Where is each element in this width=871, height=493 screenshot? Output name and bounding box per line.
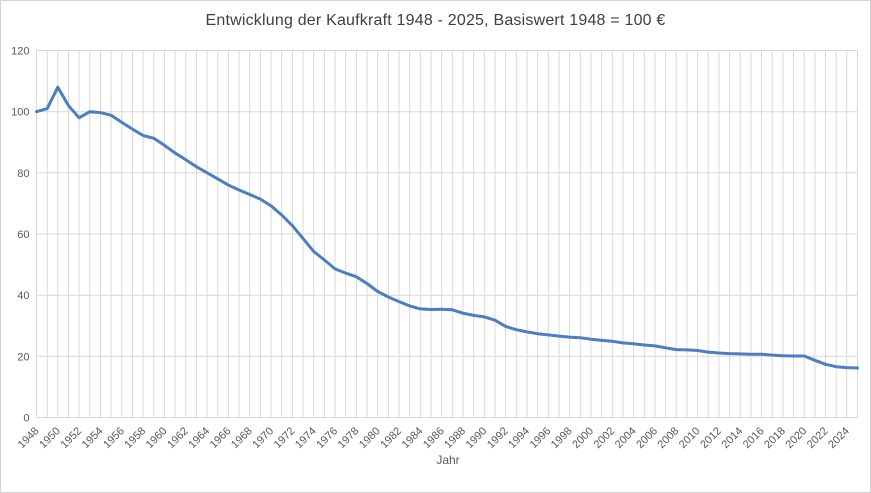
chart-title: Entwicklung der Kaufkraft 1948 - 2025, B… [205, 12, 666, 29]
x-tick-label: 2016 [741, 425, 767, 451]
x-tick-label: 1962 [165, 425, 191, 451]
x-tick-label: 1964 [186, 425, 212, 451]
x-tick-label: 1958 [122, 425, 148, 451]
x-tick-label: 1994 [506, 425, 532, 451]
x-tick-label: 1960 [144, 425, 170, 451]
x-tick-label: 2002 [592, 425, 618, 451]
x-tick-label: 2022 [805, 425, 831, 451]
x-tick-label: 2020 [784, 425, 810, 451]
x-tick-label: 2012 [698, 425, 724, 451]
x-tick-label: 2004 [613, 425, 639, 451]
y-tick-label: 120 [11, 46, 29, 58]
x-tick-label: 1988 [442, 425, 468, 451]
x-tick-label: 2010 [677, 425, 703, 451]
x-tick-label: 1970 [250, 425, 276, 451]
x-tick-label: 2006 [634, 425, 660, 451]
x-tick-label: 1976 [314, 425, 340, 451]
x-tick-label: 1992 [485, 425, 511, 451]
x-tick-label: 1950 [37, 425, 63, 451]
x-tick-label: 1974 [293, 425, 319, 451]
x-tick-label: 2014 [720, 425, 746, 451]
x-tick-label: 1990 [464, 425, 490, 451]
y-tick-label: 40 [17, 290, 29, 302]
y-tick-label: 0 [23, 413, 29, 425]
x-tick-label: 1948 [16, 425, 42, 451]
x-tick-label: 1982 [378, 425, 404, 451]
y-tick-label: 20 [17, 351, 29, 363]
x-axis-title: Jahr [436, 453, 460, 467]
x-tick-label: 1952 [58, 425, 84, 451]
x-tick-label: 1996 [528, 425, 554, 451]
x-tick-label: 2008 [656, 425, 682, 451]
x-tick-label: 1980 [357, 425, 383, 451]
x-tick-label: 1984 [400, 425, 426, 451]
y-tick-label: 80 [17, 168, 29, 180]
y-tick-label: 100 [11, 107, 29, 119]
series-line-kaufkraft [35, 85, 859, 370]
x-tick-label: 1954 [80, 425, 106, 451]
x-tick-label: 2018 [762, 425, 788, 451]
y-tick-label: 60 [17, 229, 29, 241]
x-tick-label: 2024 [826, 425, 852, 451]
x-tick-label: 2000 [570, 425, 596, 451]
x-tick-label: 1972 [272, 425, 298, 451]
x-tick-label: 1986 [421, 425, 447, 451]
x-tick-label: 1968 [229, 425, 255, 451]
x-tick-label: 1966 [208, 425, 234, 451]
x-tick-label: 1998 [549, 425, 575, 451]
x-tick-label: 1978 [336, 425, 362, 451]
x-tick-label: 1956 [101, 425, 127, 451]
